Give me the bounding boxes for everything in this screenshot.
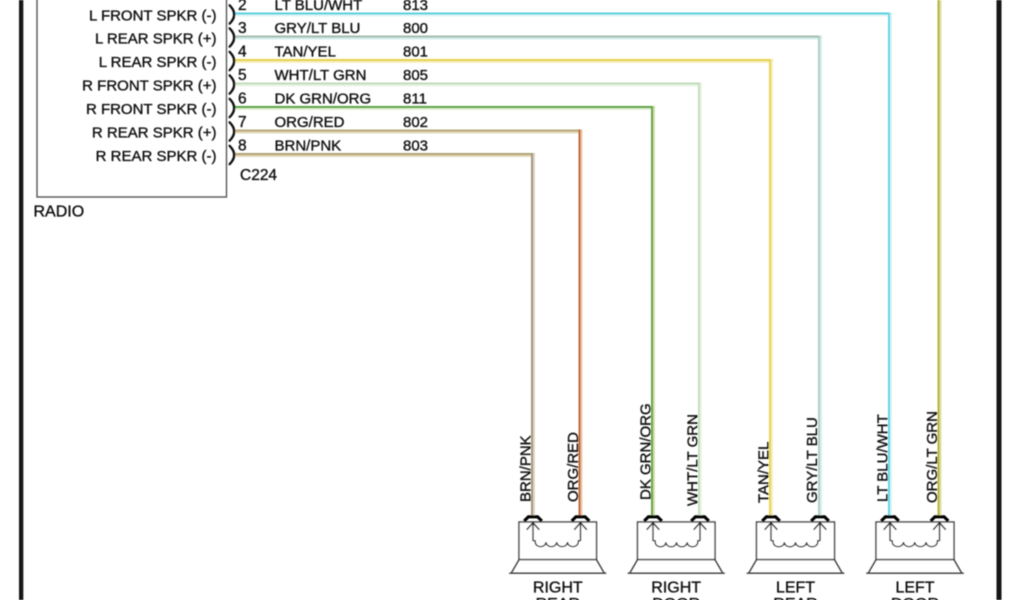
- svg-text:805: 805: [403, 67, 428, 84]
- svg-text:RIGHT: RIGHT: [651, 580, 701, 597]
- svg-text:3: 3: [238, 20, 247, 37]
- svg-text:WHT/LT GRN: WHT/LT GRN: [685, 414, 702, 506]
- svg-text:C224: C224: [240, 167, 277, 184]
- svg-text:7: 7: [238, 114, 247, 131]
- svg-text:TAN/YEL: TAN/YEL: [756, 442, 773, 503]
- svg-text:ORG/RED: ORG/RED: [275, 114, 345, 131]
- svg-text:2: 2: [238, 0, 247, 14]
- svg-text:R REAR SPKR (-): R REAR SPKR (-): [96, 148, 217, 165]
- svg-text:4: 4: [238, 44, 247, 61]
- svg-text:R FRONT SPKR (+): R FRONT SPKR (+): [82, 78, 216, 95]
- svg-text:DK GRN/ORG: DK GRN/ORG: [275, 91, 372, 108]
- svg-text:REAR: REAR: [773, 596, 817, 600]
- svg-text:8: 8: [238, 138, 247, 155]
- svg-text:TAN/YEL: TAN/YEL: [275, 44, 336, 61]
- svg-text:L FRONT SPKR (-): L FRONT SPKR (-): [89, 8, 217, 25]
- svg-text:800: 800: [403, 20, 428, 37]
- svg-text:R REAR SPKR (+): R REAR SPKR (+): [92, 125, 217, 142]
- svg-text:BRN/PNK: BRN/PNK: [275, 138, 342, 155]
- svg-text:ORG/RED: ORG/RED: [565, 432, 582, 502]
- svg-text:DK GRN/ORG: DK GRN/ORG: [638, 403, 655, 500]
- svg-text:811: 811: [403, 91, 427, 108]
- svg-text:DOOR: DOOR: [891, 596, 939, 600]
- svg-text:GRY/LT BLU: GRY/LT BLU: [275, 20, 361, 37]
- svg-text:RADIO: RADIO: [34, 204, 85, 221]
- svg-text:L REAR SPKR (+): L REAR SPKR (+): [95, 31, 217, 48]
- svg-text:LEFT: LEFT: [895, 580, 934, 597]
- svg-text:BRN/PNK: BRN/PNK: [518, 435, 535, 502]
- svg-text:WHT/LT GRN: WHT/LT GRN: [275, 67, 367, 84]
- svg-text:813: 813: [403, 0, 428, 14]
- svg-text:802: 802: [403, 114, 428, 131]
- svg-text:L REAR SPKR (-): L REAR SPKR (-): [99, 54, 217, 71]
- svg-text:LT BLU/WHT: LT BLU/WHT: [275, 0, 363, 14]
- svg-text:REAR: REAR: [536, 596, 580, 600]
- svg-text:RIGHT: RIGHT: [533, 580, 583, 597]
- svg-text:803: 803: [403, 138, 428, 155]
- svg-text:DOOR: DOOR: [652, 596, 700, 600]
- svg-text:6: 6: [238, 91, 247, 108]
- svg-text:801: 801: [403, 44, 428, 61]
- svg-text:ORG/LT GRN: ORG/LT GRN: [924, 411, 941, 503]
- svg-text:5: 5: [238, 67, 247, 84]
- svg-text:LEFT: LEFT: [776, 580, 815, 597]
- svg-text:LT BLU/WHT: LT BLU/WHT: [875, 414, 892, 502]
- svg-text:R FRONT SPKR (-): R FRONT SPKR (-): [86, 101, 217, 118]
- svg-text:GRY/LT BLU: GRY/LT BLU: [804, 417, 821, 503]
